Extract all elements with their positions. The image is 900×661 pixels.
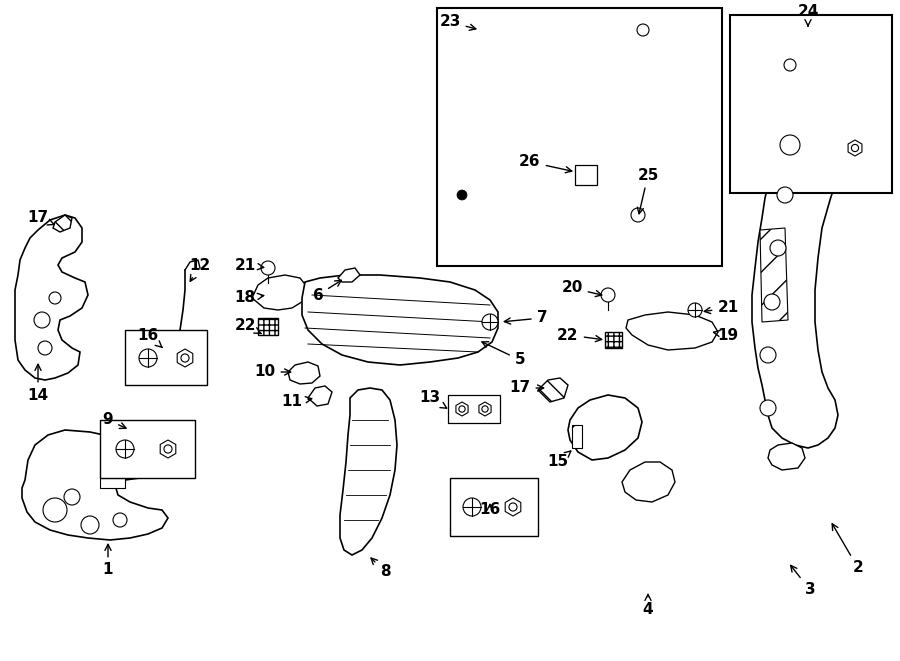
- Polygon shape: [288, 362, 320, 384]
- Circle shape: [601, 288, 615, 302]
- Text: 26: 26: [519, 155, 572, 173]
- Polygon shape: [22, 430, 168, 540]
- Circle shape: [760, 400, 776, 416]
- Polygon shape: [768, 443, 805, 470]
- Text: 16: 16: [480, 502, 500, 518]
- Text: 3: 3: [791, 565, 815, 598]
- Polygon shape: [760, 228, 788, 322]
- Circle shape: [509, 503, 517, 511]
- Circle shape: [81, 516, 99, 534]
- Polygon shape: [538, 378, 568, 402]
- Text: 1: 1: [103, 544, 113, 578]
- Polygon shape: [848, 140, 862, 156]
- Polygon shape: [448, 15, 665, 75]
- Text: 17: 17: [509, 381, 544, 395]
- Circle shape: [760, 347, 776, 363]
- Bar: [730, 15, 892, 193]
- Polygon shape: [177, 349, 193, 367]
- Polygon shape: [740, 70, 890, 138]
- Polygon shape: [308, 386, 332, 406]
- Circle shape: [38, 341, 52, 355]
- Polygon shape: [15, 215, 88, 380]
- Circle shape: [764, 294, 780, 310]
- Polygon shape: [258, 318, 278, 335]
- Polygon shape: [252, 275, 308, 310]
- Circle shape: [64, 489, 80, 505]
- Circle shape: [770, 240, 786, 256]
- Text: 20: 20: [562, 280, 602, 297]
- Bar: [450, 478, 538, 536]
- Bar: [125, 330, 207, 385]
- Circle shape: [780, 135, 800, 155]
- Text: 2: 2: [832, 524, 863, 576]
- Circle shape: [459, 406, 465, 412]
- Text: 17: 17: [27, 210, 54, 225]
- Text: 25: 25: [637, 167, 659, 214]
- Bar: [448, 395, 500, 423]
- Bar: [437, 8, 722, 266]
- Text: 21: 21: [234, 258, 264, 272]
- Circle shape: [181, 354, 189, 362]
- Polygon shape: [456, 402, 468, 416]
- Text: 22: 22: [234, 317, 261, 334]
- Circle shape: [139, 349, 157, 367]
- Circle shape: [463, 498, 481, 516]
- Polygon shape: [626, 312, 718, 350]
- Polygon shape: [340, 388, 397, 555]
- Polygon shape: [53, 215, 72, 232]
- Text: 8: 8: [371, 558, 391, 580]
- Text: 19: 19: [714, 327, 739, 342]
- Polygon shape: [479, 402, 491, 416]
- Circle shape: [113, 513, 127, 527]
- Circle shape: [482, 406, 488, 412]
- Circle shape: [631, 208, 645, 222]
- Text: 7: 7: [504, 311, 547, 325]
- Polygon shape: [100, 478, 125, 488]
- Text: 22: 22: [557, 327, 602, 342]
- Circle shape: [49, 292, 61, 304]
- Text: 15: 15: [547, 451, 571, 469]
- Circle shape: [777, 187, 793, 203]
- Text: 4: 4: [643, 594, 653, 617]
- Text: 11: 11: [282, 395, 311, 410]
- Polygon shape: [572, 425, 582, 448]
- Circle shape: [34, 312, 50, 328]
- Circle shape: [637, 24, 649, 36]
- Circle shape: [482, 314, 498, 330]
- Polygon shape: [302, 275, 498, 365]
- Circle shape: [164, 445, 172, 453]
- Polygon shape: [752, 103, 848, 448]
- Bar: [100, 420, 195, 478]
- Polygon shape: [568, 395, 642, 460]
- Text: 24: 24: [797, 5, 819, 26]
- Text: 10: 10: [255, 364, 291, 379]
- Text: 13: 13: [419, 391, 446, 408]
- Circle shape: [784, 59, 796, 71]
- Circle shape: [851, 144, 859, 151]
- Circle shape: [43, 498, 67, 522]
- Text: 16: 16: [138, 327, 162, 348]
- Polygon shape: [338, 268, 360, 282]
- Text: 14: 14: [27, 364, 49, 403]
- Text: 5: 5: [482, 342, 526, 368]
- Polygon shape: [505, 498, 521, 516]
- Text: 12: 12: [189, 258, 211, 282]
- Circle shape: [261, 261, 275, 275]
- Text: 23: 23: [439, 15, 476, 30]
- Text: 6: 6: [312, 280, 341, 303]
- Circle shape: [116, 440, 134, 458]
- Polygon shape: [605, 332, 622, 348]
- Circle shape: [688, 303, 702, 317]
- Polygon shape: [622, 462, 675, 502]
- Text: 18: 18: [234, 290, 264, 305]
- Text: 21: 21: [705, 301, 739, 315]
- Circle shape: [457, 190, 467, 200]
- Polygon shape: [160, 440, 176, 458]
- Bar: [575, 165, 597, 185]
- Text: 9: 9: [103, 412, 126, 428]
